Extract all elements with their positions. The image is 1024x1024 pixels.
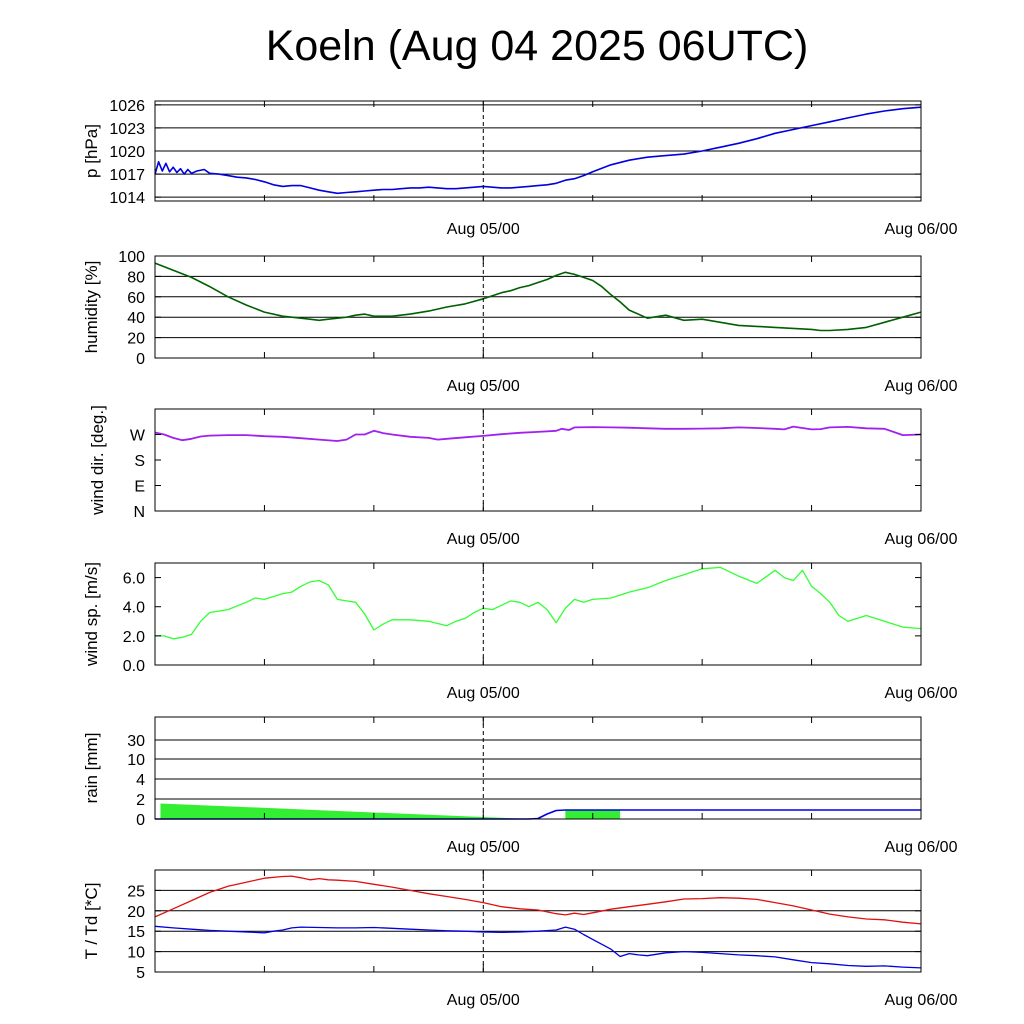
y-tick-label: 0	[136, 351, 145, 368]
humidity-line	[154, 262, 922, 332]
plot-frame	[154, 562, 922, 666]
x-tick-label: Aug 06/00	[885, 531, 958, 548]
wind-dir-line	[154, 425, 922, 442]
y-tick-label: 20	[127, 904, 145, 921]
x-tick-label: Aug 05/00	[447, 531, 520, 548]
y-tick-label: 25	[127, 883, 145, 900]
y-tick-label: 20	[127, 331, 145, 348]
plot-frame	[154, 408, 922, 512]
x-tick-label: Aug 05/00	[447, 992, 520, 1009]
y-tick-label: 1026	[109, 98, 145, 115]
x-tick-label: Aug 05/00	[447, 839, 520, 856]
x-tick-label: Aug 05/00	[447, 378, 520, 395]
x-tick-label: Aug 06/00	[885, 839, 958, 856]
panel-wind-speed: Aug 05/00 Aug 06/00 0.0 2.0 4.0 6.0 wind sp. […	[82, 562, 958, 702]
y-tick-label: 100	[118, 249, 145, 266]
y-tick-label: W	[130, 428, 146, 445]
y-tick-label: 1017	[109, 167, 145, 184]
y-axis-label: T / Td [*C]	[82, 883, 101, 960]
y-axis-label: p [hPa]	[82, 124, 101, 178]
y-tick-label: 4	[136, 772, 145, 789]
y-tick-label: 60	[127, 290, 145, 307]
temperature-line	[154, 875, 922, 925]
y-tick-label: 6.0	[123, 571, 145, 588]
y-tick-label: 2	[136, 792, 145, 809]
y-axis-label: rain [mm]	[82, 733, 101, 804]
y-tick-label: 30	[127, 733, 145, 750]
dewpoint-line	[154, 925, 922, 969]
y-axis-label: wind dir. [deg.]	[88, 405, 107, 516]
panel-humidity: Aug 05/00 Aug 06/00 0 20 40 60 80 100 humidity […	[82, 249, 958, 395]
x-tick-label: Aug 06/00	[885, 221, 958, 238]
y-tick-label: 1023	[109, 121, 145, 138]
panel-temp: Aug 05/00 Aug 06/00 5 10 15 20 25 T / Td [*C]	[82, 869, 958, 1009]
y-tick-label: 10	[127, 945, 145, 962]
y-tick-label: 0	[136, 812, 145, 829]
x-tick-label: Aug 06/00	[885, 992, 958, 1009]
plot-frame	[154, 255, 922, 359]
x-tick-label: Aug 06/00	[885, 685, 958, 702]
y-tick-label: 2.0	[123, 629, 145, 646]
y-tick-label: E	[134, 479, 145, 496]
y-tick-label: 80	[127, 269, 145, 286]
wind-speed-line	[155, 566, 922, 640]
chart-title: Koeln (Aug 04 2025 06UTC)	[265, 22, 809, 70]
x-tick-label: Aug 05/00	[447, 221, 520, 238]
rain-bar	[160, 803, 529, 819]
y-tick-label: 15	[127, 924, 145, 941]
panel-pressure: Aug 05/00 Aug 06/00 1014 1017 1020 1023 1026 p …	[82, 98, 958, 238]
y-tick-label: 4.0	[123, 600, 145, 617]
y-tick-label: 1014	[109, 190, 145, 207]
y-tick-label: 0.0	[123, 658, 145, 675]
y-axis-label: humidity [%]	[82, 261, 101, 354]
y-tick-label: S	[134, 453, 145, 470]
y-tick-label: N	[133, 504, 145, 521]
panel-rain: Aug 05/00 Aug 06/00 0 2 4 10 30 rain [mm]	[82, 716, 958, 856]
y-tick-label: 40	[127, 310, 145, 327]
y-tick-label: 10	[127, 752, 145, 769]
y-tick-label: 1020	[109, 144, 145, 161]
y-tick-label: 5	[136, 965, 145, 982]
plot-frame	[154, 869, 922, 973]
x-tick-label: Aug 05/00	[447, 685, 520, 702]
plot-frame	[154, 716, 922, 820]
x-tick-label: Aug 06/00	[885, 378, 958, 395]
y-axis-label: wind sp. [m/s]	[82, 562, 101, 667]
pressure-line	[154, 106, 922, 195]
